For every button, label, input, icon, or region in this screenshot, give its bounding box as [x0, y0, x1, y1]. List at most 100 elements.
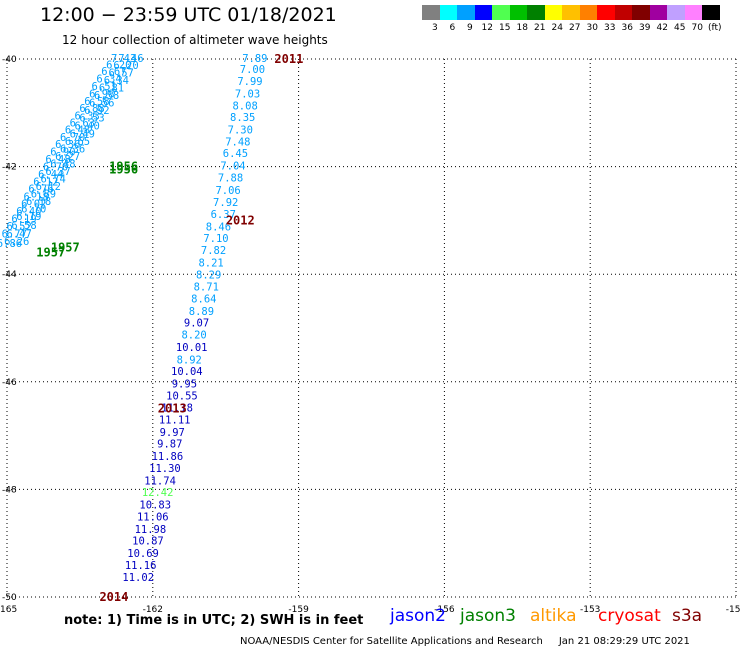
wave-height-label: 7.46: [118, 53, 143, 65]
legend-swatch: [684, 5, 702, 20]
wave-height-label: 6.89: [31, 189, 56, 201]
wave-height-label: 6.34: [104, 75, 129, 87]
legend-swatch: [667, 5, 685, 20]
wave-height-label: 11.30: [149, 463, 181, 475]
legend-label: 36: [621, 23, 633, 33]
wave-height-label: 9.95: [172, 378, 197, 390]
wave-height-label: 6.58: [11, 220, 36, 232]
footer-credit: NOAA/NESDIS Center for Satellite Applica…: [240, 636, 690, 647]
legend-swatch: [544, 5, 562, 20]
legend-swatch: [579, 5, 597, 20]
wave-height-label: 6.70: [21, 204, 46, 216]
wave-height-label: 11.02: [122, 572, 154, 584]
wave-height-label: 6.40: [16, 206, 41, 218]
wave-height-label: 6.12: [33, 177, 58, 189]
time-label: 1956: [109, 162, 138, 176]
time-label: 2011: [274, 52, 303, 66]
wave-height-label: 8.64: [191, 293, 216, 305]
y-tick-label: -42: [2, 163, 17, 173]
wave-height-label: 6.37: [211, 209, 236, 221]
wave-height-label: 6.53: [79, 113, 104, 125]
wave-height-label: 7.82: [201, 245, 226, 257]
wave-height-label: 6.44: [38, 169, 63, 181]
wave-height-label: 8.35: [230, 112, 255, 124]
wave-height-label: 11.06: [137, 511, 169, 523]
wave-height-label: 6.56: [89, 98, 114, 110]
legend-label: 15: [499, 23, 511, 33]
wave-height-label: 11.11: [159, 415, 191, 427]
wave-height-label: 8.92: [177, 354, 202, 366]
wave-height-label: 11.86: [152, 451, 184, 463]
wave-height-label: 6.02: [21, 198, 46, 210]
legend-swatch: [649, 5, 667, 20]
wave-height-label: 7.99: [237, 76, 262, 88]
wave-height-label: 7.06: [215, 185, 240, 197]
x-tick-label: -165: [0, 605, 17, 615]
wave-height-label: 6.90: [50, 147, 75, 159]
wave-height-label: 7.10: [203, 233, 228, 245]
legend-label: (ft): [708, 23, 722, 33]
legend-swatch: [474, 5, 492, 20]
legend-swatch: [632, 5, 650, 20]
legend-label: 30: [586, 23, 598, 33]
y-tick-label: -44: [2, 270, 17, 280]
legend-label: 12: [481, 23, 493, 33]
wave-height-label: 7.04: [220, 161, 245, 173]
legend-label: 70: [691, 23, 703, 33]
x-tick-label: -159: [288, 605, 309, 615]
page-subtitle: 12 hour collection of altimeter wave hei…: [62, 33, 328, 47]
wave-height-label: 6.18: [24, 191, 49, 203]
legend-label: 18: [516, 23, 528, 33]
wave-height-label: 9.07: [184, 318, 209, 330]
wave-height-label: 11.18: [161, 403, 193, 415]
legend-swatch: [562, 5, 580, 20]
wave-height-label: 11.74: [144, 475, 176, 487]
y-tick-label: -46: [2, 378, 17, 388]
wave-height-label: 6.18: [26, 196, 51, 208]
wave-height-label: 6.36: [55, 139, 80, 151]
wave-height-label: 7.89: [242, 53, 267, 65]
y-tick-label: -40: [2, 55, 17, 65]
wave-height-label: 6.65: [65, 136, 90, 148]
time-label: 2012: [226, 213, 255, 227]
satellite-jason2: jason2: [390, 606, 446, 626]
wave-height-label: 6.58: [84, 96, 109, 108]
wave-height-label: 7.30: [228, 125, 253, 137]
wave-height-label: 6.48: [65, 125, 90, 137]
wave-height-label: 6.19: [16, 211, 41, 223]
wave-height-label: 8.20: [181, 330, 206, 342]
wave-height-label: 8.08: [232, 100, 257, 112]
wave-height-label: 10.01: [176, 342, 208, 354]
wave-height-label: 8.46: [206, 221, 231, 233]
legend-swatch: [614, 5, 632, 20]
wave-height-label: 6.20: [106, 59, 131, 71]
wave-height-label: 10.87: [132, 536, 164, 548]
wave-height-label: 6.67: [101, 66, 126, 78]
wave-height-label: 6.47: [7, 228, 32, 240]
legend-swatch: [457, 5, 475, 20]
legend-swatch: [439, 5, 457, 20]
legend-swatch: [492, 5, 510, 20]
x-tick-label: -162: [143, 605, 163, 615]
wave-height-label: 6.26: [4, 236, 29, 248]
wave-height-label: 10.55: [166, 390, 198, 402]
wave-height-label: 6.98: [89, 89, 114, 101]
legend-label: 3: [432, 23, 438, 33]
wave-height-label: 7.43: [111, 53, 136, 65]
wave-height-label: 9.87: [157, 439, 182, 451]
legend-label: 42: [656, 23, 668, 33]
x-tick-label: -153: [580, 605, 600, 615]
wave-height-label: 6.92: [84, 105, 109, 117]
legend-label: 45: [674, 23, 686, 33]
wave-height-label: 6.48: [45, 154, 70, 166]
wave-height-label: 6.52: [7, 221, 32, 233]
wave-height-label: 6.77: [2, 228, 27, 240]
credit-text: NOAA/NESDIS Center for Satellite Applica…: [240, 636, 543, 647]
wave-height-label: 6.57: [109, 68, 134, 80]
wave-height-label: 6.45: [223, 148, 248, 160]
wave-height-label: 10.04: [171, 366, 203, 378]
time-label: 2014: [99, 590, 128, 604]
wave-height-label: 10.83: [139, 500, 171, 512]
